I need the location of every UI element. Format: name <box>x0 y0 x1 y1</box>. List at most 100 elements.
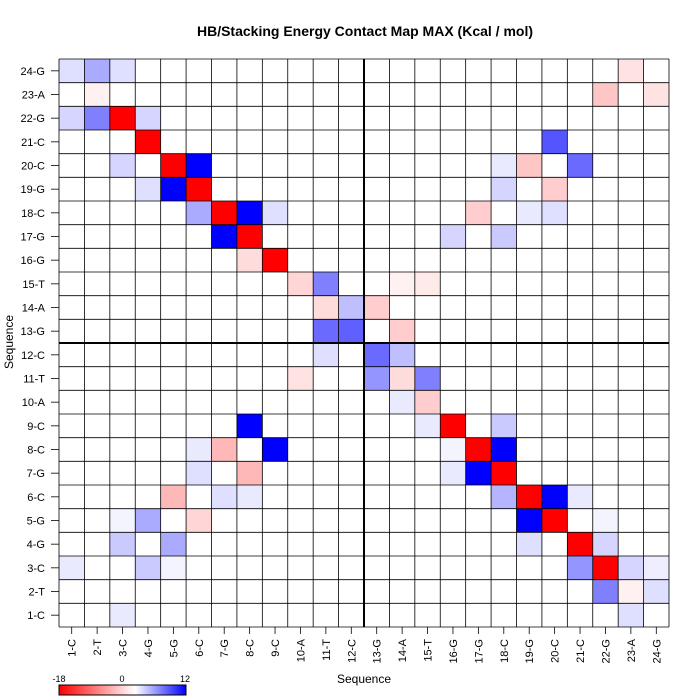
x-tick-label: 16-G <box>448 639 460 663</box>
heatmap-cell <box>313 390 339 414</box>
heatmap-cell <box>389 153 415 178</box>
heatmap-cell <box>491 295 517 320</box>
heatmap-cell <box>135 319 161 343</box>
heatmap-cell <box>414 485 441 509</box>
heatmap-cell <box>389 295 415 320</box>
heatmap-cell <box>389 130 415 154</box>
heatmap-cell <box>541 437 568 462</box>
heatmap-cell <box>567 295 593 320</box>
heatmap-cell <box>236 508 263 533</box>
heatmap-cell <box>160 366 187 391</box>
heatmap-cell <box>516 59 542 83</box>
heatmap-cell <box>211 272 237 296</box>
x-tick-label: 8-C <box>245 639 257 657</box>
heatmap-cell <box>364 272 390 296</box>
heatmap-cell <box>465 272 492 296</box>
heatmap-cell <box>160 603 187 627</box>
heatmap-cell <box>592 295 619 320</box>
heatmap-cell <box>135 82 161 107</box>
heatmap-cell <box>618 106 644 130</box>
heatmap-cell <box>592 130 619 154</box>
heatmap-cell <box>236 272 263 296</box>
heatmap-cell <box>414 556 441 580</box>
heatmap-cell <box>440 272 466 296</box>
heatmap-cell <box>465 579 492 604</box>
heatmap-cell <box>414 390 441 414</box>
heatmap-cell <box>567 532 593 556</box>
heatmap-cell <box>84 579 110 604</box>
heatmap-cell <box>59 295 85 320</box>
heatmap-cell <box>211 130 237 154</box>
heatmap-cell <box>440 201 466 225</box>
heatmap-cell <box>338 59 364 83</box>
heatmap-cell <box>338 82 364 107</box>
heatmap-cell <box>236 106 263 130</box>
heatmap-cell <box>59 366 85 391</box>
heatmap-cell <box>287 248 314 272</box>
heatmap-cell <box>389 224 415 249</box>
heatmap-cell <box>364 390 390 414</box>
heatmap-cell <box>618 295 644 320</box>
heatmap-cell <box>541 272 568 296</box>
heatmap-cell <box>364 485 390 509</box>
heatmap-cell <box>338 414 364 438</box>
heatmap-cell <box>287 106 314 130</box>
heatmap-cell <box>84 82 110 107</box>
heatmap-cell <box>186 272 212 296</box>
heatmap-cell <box>109 59 136 83</box>
heatmap-cell <box>491 343 517 367</box>
heatmap-cell <box>541 603 568 627</box>
heatmap-cell <box>465 106 492 130</box>
heatmap-grid <box>58 58 670 628</box>
heatmap-cell <box>186 461 212 485</box>
heatmap-cell <box>440 603 466 627</box>
heatmap-cell <box>541 153 568 178</box>
heatmap-cell <box>211 390 237 414</box>
heatmap-cell <box>338 201 364 225</box>
heatmap-cell <box>236 390 263 414</box>
heatmap-cell <box>389 390 415 414</box>
heatmap-cell <box>643 272 669 296</box>
heatmap-cell <box>109 414 136 438</box>
heatmap-cell <box>135 532 161 556</box>
heatmap-cell <box>440 153 466 178</box>
heatmap-cell <box>84 508 110 533</box>
y-tick-label: 2-T <box>29 587 46 599</box>
y-tick-label: 3-C <box>27 563 45 575</box>
heatmap-cell <box>313 130 339 154</box>
y-tick-label: 23-A <box>22 90 46 102</box>
heatmap-cell <box>414 82 441 107</box>
heatmap-cell <box>287 295 314 320</box>
heatmap-cell <box>338 532 364 556</box>
heatmap-cell <box>592 366 619 391</box>
heatmap-cell <box>59 130 85 154</box>
chart-title: HB/Stacking Energy Contact Map MAX (Kcal… <box>197 23 533 39</box>
heatmap-cell <box>364 603 390 627</box>
heatmap-cell <box>491 366 517 391</box>
heatmap-cell <box>567 248 593 272</box>
heatmap-cell <box>109 295 136 320</box>
heatmap-cell <box>262 319 288 343</box>
heatmap-cell <box>262 130 288 154</box>
heatmap-cell <box>491 248 517 272</box>
heatmap-cell <box>567 461 593 485</box>
heatmap-cell <box>109 579 136 604</box>
heatmap-cell <box>414 366 441 391</box>
heatmap-cell <box>389 177 415 201</box>
y-tick-label: 18-C <box>21 208 45 220</box>
heatmap-cell <box>186 414 212 438</box>
heatmap-cell <box>338 579 364 604</box>
heatmap-cell <box>465 366 492 391</box>
heatmap-cell <box>491 272 517 296</box>
heatmap-cell <box>211 201 237 225</box>
heatmap-cell <box>440 177 466 201</box>
heatmap-cell <box>364 130 390 154</box>
x-tick-label: 2-T <box>92 639 104 656</box>
heatmap-cell <box>364 343 390 367</box>
heatmap-cell <box>211 177 237 201</box>
heatmap-cell <box>465 414 492 438</box>
heatmap-cell <box>516 508 542 533</box>
heatmap-cell <box>262 437 288 462</box>
heatmap-cell <box>262 153 288 178</box>
heatmap-cell <box>313 343 339 367</box>
